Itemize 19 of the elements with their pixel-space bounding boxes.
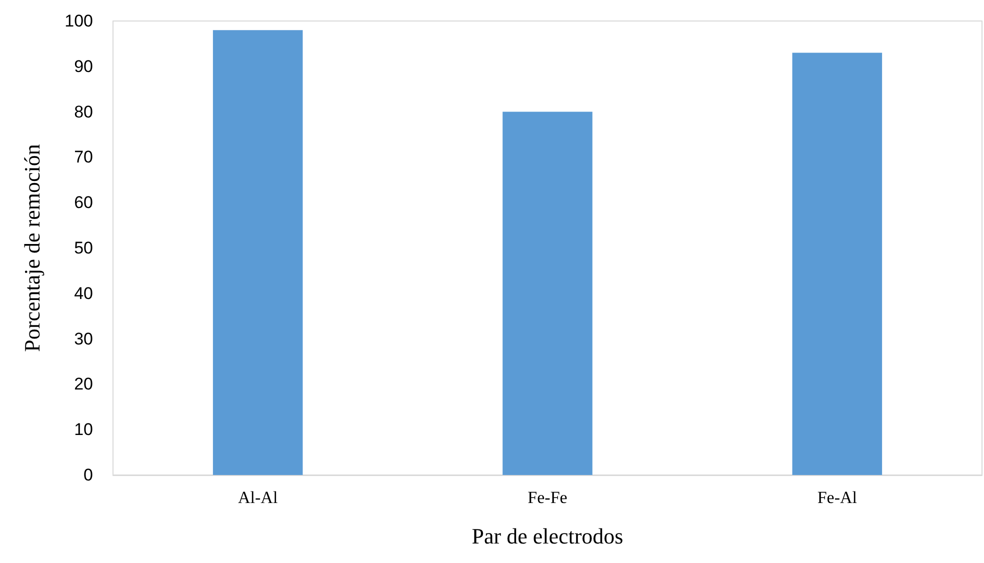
y-tick-label: 60 — [74, 193, 93, 212]
y-tick-label: 70 — [74, 148, 93, 167]
x-tick-label: Fe-Al — [817, 488, 858, 507]
x-axis-title: Par de electrodos — [472, 524, 624, 548]
y-tick-label: 20 — [74, 374, 93, 394]
y-tick-label: 80 — [74, 102, 93, 122]
y-tick-label: 30 — [74, 329, 93, 348]
y-tick-label: 10 — [74, 420, 93, 440]
y-tick-label: 100 — [64, 12, 93, 30]
y-tick-label: 0 — [84, 466, 93, 484]
bar — [792, 52, 882, 475]
x-tick-label: Fe-Fe — [528, 488, 568, 507]
y-tick-label: 90 — [74, 56, 93, 76]
y-tick-label: 50 — [74, 238, 93, 258]
bar — [502, 112, 592, 475]
y-axis-title: Porcentaje de remoción — [20, 144, 44, 352]
bar — [212, 30, 303, 475]
x-tick-label: Al-Al — [238, 488, 278, 507]
y-tick-label: 40 — [74, 284, 93, 303]
